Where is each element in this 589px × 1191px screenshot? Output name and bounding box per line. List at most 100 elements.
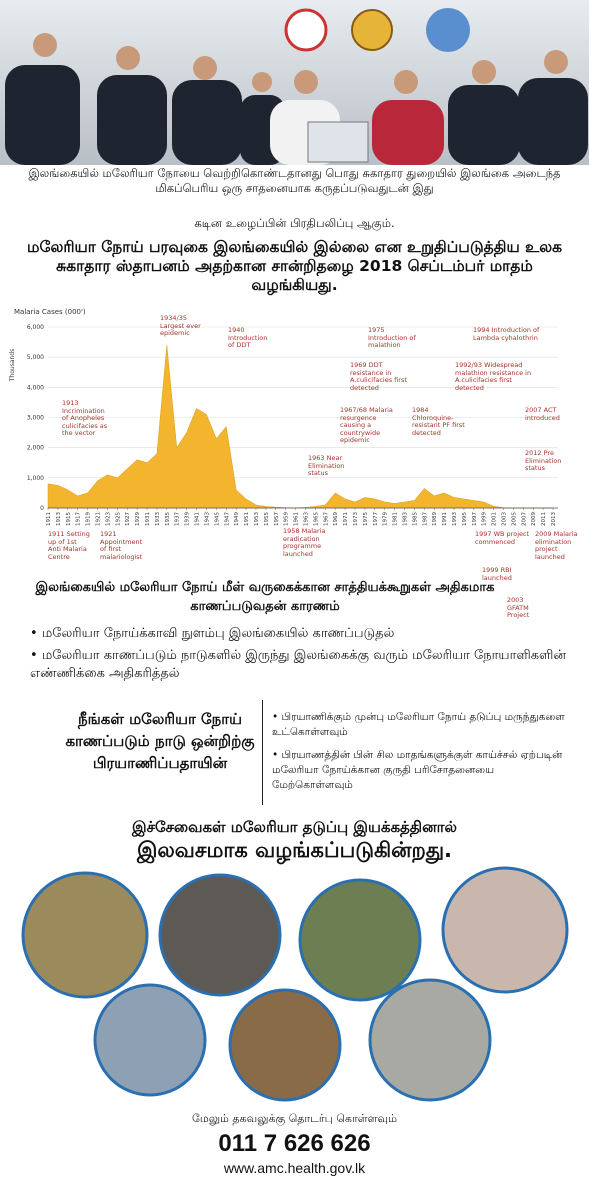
x-tick-label: 1933 [155, 512, 161, 526]
chart: Malaria Cases (000') Thousands 0 1,000 2,0… [0, 305, 589, 619]
annotation: 1963 Near Elimination status [308, 454, 345, 477]
x-tick-label: 1971 [343, 512, 349, 526]
divider [262, 700, 263, 805]
annotation: 1967/68 Malaria resurgence causing a cou… [340, 406, 393, 444]
banner-photo [0, 0, 589, 165]
x-tick-label: 1913 [56, 512, 62, 526]
x-tick-label: 2009 [531, 512, 537, 526]
x-tick-label: 1921 [96, 512, 102, 526]
photo [298, 878, 422, 1002]
x-tick-label: 1955 [264, 512, 270, 526]
annotation: 1958 Malaria eradication programme launc… [283, 527, 326, 558]
x-tick-label: 1969 [333, 512, 339, 526]
annotation: 1975 Introduction of malathion [368, 326, 416, 349]
x-tick-label: 1947 [224, 512, 230, 526]
x-tick-label: 1939 [185, 512, 191, 526]
x-tick-label: 1915 [66, 512, 72, 526]
website: www.amc.health.gov.lk [223, 1160, 366, 1176]
logo [426, 8, 470, 52]
photo-collage [21, 866, 569, 1102]
y-tick-label: 2,000 [27, 445, 44, 452]
x-tick-label: 1991 [442, 512, 448, 526]
x-tick-label: 1959 [284, 512, 290, 526]
x-tick-label: 1941 [195, 512, 201, 526]
annotation: 2012 Pre Elimination status [525, 449, 562, 472]
y-tick-label: 5,000 [27, 354, 44, 361]
x-tick-label: 1937 [175, 512, 181, 526]
logo [351, 9, 393, 51]
annotation: 1994 Introduction of Lambda cyhalothrin [473, 326, 540, 342]
x-tick-label: 1929 [135, 512, 141, 526]
annotation: 1992/93 Widespread malathion resistance … [455, 361, 532, 392]
service-line: இலவசமாக வழங்கப்படுகின்றது. [136, 838, 453, 862]
annotation: 1984 Chloroquine-resistant PF first dete… [412, 406, 465, 437]
x-tick-label: 1981 [393, 512, 399, 526]
area [47, 345, 554, 509]
x-tick-label: 1997 [472, 512, 478, 526]
x-tick-label: 1993 [452, 512, 458, 526]
x-tick-label: 1975 [363, 512, 369, 526]
x-tick-label: 1923 [105, 512, 111, 526]
bullet: • மலேரியா காணப்படும் நாடுகளில் இருந்து இ… [30, 648, 567, 681]
annotation: 1934/35 Largest ever epidemic [160, 314, 201, 337]
x-tick-label: 1951 [244, 512, 250, 526]
y-tick-label: 6,000 [27, 324, 44, 331]
x-tick-label: 1995 [462, 512, 468, 526]
x-tick-label: 1973 [353, 512, 359, 526]
photo [441, 866, 569, 994]
faces [33, 33, 568, 94]
phone: 011 7 626 626 [218, 1130, 371, 1157]
x-tick-label: 1945 [214, 512, 220, 526]
x-tick-label: 1919 [86, 512, 92, 526]
x-tick-label: 1965 [313, 512, 319, 526]
x-tick-label: 1979 [383, 512, 389, 526]
x-tick-label: 1977 [373, 512, 379, 526]
photo [93, 983, 207, 1097]
travel-title: நீங்கள் மலேரியா நோய் காணப்படும் நாடு ஒன்… [65, 710, 255, 772]
advice: பிரயாணத்தின் பின் சில மாதங்களுக்குள் காய… [272, 749, 563, 791]
x-tick-label: 2001 [492, 512, 498, 526]
reason: மலேரியா நோய்க்காவி நுளம்பு இலங்கையில் கா… [41, 626, 395, 641]
travel-list: • பிரயாணிக்கும் முன்பு மலேரியா நோய் தடுப… [272, 710, 572, 793]
x-tick-label: 1957 [274, 512, 280, 526]
caption: கடின உழைப்பின் பிரதிபலிப்பு ஆகும். [194, 216, 395, 230]
bullet: • மலேரியா நோய்க்காவி நுளம்பு இலங்கையில் … [30, 626, 395, 641]
x-tick-label: 1983 [403, 512, 409, 526]
annotation: 2009 Malaria elimination project launche… [535, 530, 578, 561]
contact-label: மேலும் தகவலுக்கு தொடர்பு கொள்ளவும் [192, 1112, 397, 1125]
x-tick-label: 1927 [125, 512, 131, 526]
bullet: • பிரயாணிக்கும் முன்பு மலேரியா நோய் தடுப… [272, 711, 565, 738]
x-tick-label: 2005 [511, 512, 517, 526]
x-tick-label: 1985 [412, 512, 418, 526]
annotation: 2003 GFATM Project [507, 596, 530, 619]
headline: மலேரியா நோய் பரவுகை இலங்கையில் இல்லை என … [27, 238, 562, 294]
caption: இலங்கையில் மலேரியா நோயை வெற்றிகொண்டதானது… [28, 166, 561, 195]
annotation: 1969 DDT resistance in A.culicifacies fi… [350, 361, 407, 392]
x-tick-label: 1961 [294, 512, 300, 526]
logo [284, 8, 328, 52]
reason: மலேரியா காணப்படும் நாடுகளில் இருந்து இலங… [30, 648, 567, 681]
photo [368, 978, 492, 1102]
annotation: 1940 Introduction of DDT [228, 326, 268, 349]
photo [21, 871, 149, 999]
y-tick-label: 0 [40, 505, 44, 512]
annotation: 2007 ACT introduced [525, 406, 560, 422]
x-tick-label: 2011 [541, 512, 547, 526]
y-axis-label: Thousands [9, 349, 16, 382]
x-tick-label: 1943 [204, 512, 210, 526]
x-tick-label: 1925 [115, 512, 121, 526]
annotation: 1997 WB project commenced [475, 530, 530, 546]
chart-svg: Malaria Cases (000') Thousands 0 1,000 2,0… [9, 308, 558, 526]
x-tick-label: 1949 [234, 512, 240, 526]
photo [228, 988, 342, 1102]
photos [21, 866, 569, 1102]
x-tick-label: 1987 [422, 512, 428, 526]
certificate [307, 121, 369, 163]
annotation: 1913 Incrimination of Anopheles culicifa… [62, 399, 108, 437]
x-tick-label: 2003 [502, 512, 508, 526]
x-tick-label: 1931 [145, 512, 151, 526]
y-tick-label: 1,000 [27, 475, 44, 482]
reasons-list: • மலேரியா நோய்க்காவி நுளம்பு இலங்கையில் … [30, 625, 570, 683]
reasons-title: இலங்கையில் மலேரியா நோய் மீள் வருகைக்கான … [35, 580, 495, 614]
